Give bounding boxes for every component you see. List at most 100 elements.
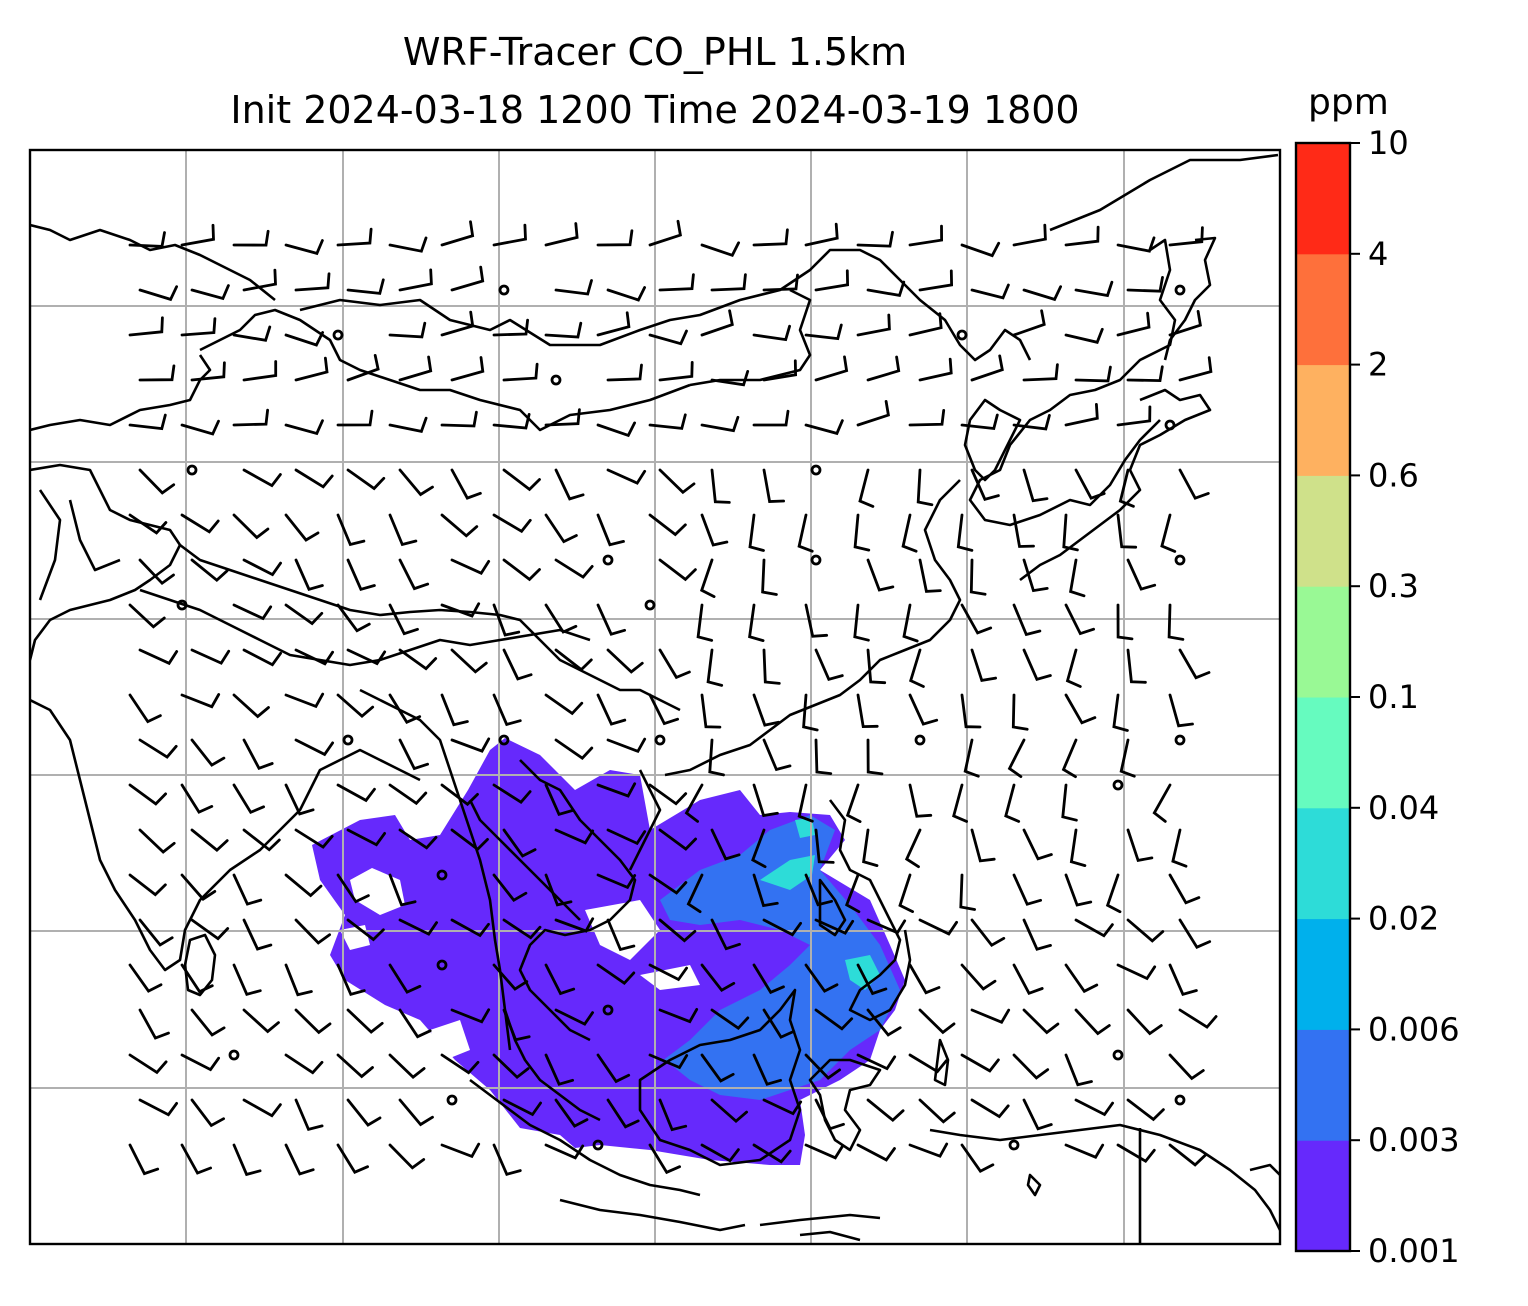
wind-barb: [336, 873, 370, 904]
wind-barb-calm: [1174, 284, 1186, 296]
wind-barb: [128, 231, 166, 248]
wind-barb: [242, 268, 277, 292]
wind-barb: [554, 738, 594, 761]
wind-barb: [492, 513, 532, 534]
wind-barb: [336, 603, 371, 633]
wind-barb: [492, 963, 529, 991]
wind-barb: [908, 312, 943, 337]
wind-barb: [128, 603, 166, 629]
colorbar-tick-label: 0.003: [1368, 1121, 1460, 1159]
wind-barb: [970, 828, 996, 863]
wind-barb: [180, 693, 221, 709]
wind-barb: [294, 356, 329, 382]
wind-barb: [856, 1053, 897, 1071]
wind-barb: [606, 648, 644, 674]
wind-barb-calm: [602, 554, 614, 566]
wind-barb: [346, 354, 380, 382]
wind-barb: [128, 783, 167, 806]
wind-barb-calm: [228, 1049, 240, 1061]
wind-barb: [710, 828, 741, 861]
wind-barb: [388, 783, 428, 806]
wind-barb: [762, 1098, 803, 1116]
wind-barb: [440, 1142, 481, 1159]
wind-barb: [596, 873, 637, 890]
wind-barb: [908, 693, 939, 726]
wind-barb: [970, 283, 1010, 300]
wind-barb: [440, 220, 475, 247]
wind-barb: [232, 325, 272, 342]
wind-barb: [804, 963, 839, 993]
wind-barb: [752, 963, 785, 995]
border-west-asia: [30, 463, 182, 661]
wind-barb: [388, 416, 428, 434]
wind-barb: [1012, 414, 1051, 431]
wind-barb: [904, 828, 922, 869]
wind-barb: [648, 513, 687, 537]
wind-barb: [284, 873, 323, 898]
wind-barb: [180, 783, 214, 814]
wind-barb: [388, 513, 418, 547]
wind-barb: [866, 355, 901, 382]
wind-barb: [440, 310, 475, 337]
wind-barb: [761, 558, 778, 596]
wind-barb: [180, 419, 220, 436]
wind-barb: [596, 963, 636, 986]
wind-barb: [544, 783, 574, 816]
wind-barb: [648, 783, 688, 806]
wind-barb: [232, 513, 270, 540]
wind-barb: [918, 1008, 956, 1035]
colorbar-tick-label: 10: [1368, 124, 1409, 162]
wind-barb: [284, 692, 325, 709]
colorbar-tick-label: 0.006: [1368, 1010, 1460, 1048]
wind-barb: [1126, 558, 1157, 591]
wind-barb: [1074, 1098, 1114, 1117]
wind-barb: [866, 1008, 902, 1037]
colorbar-segment: [1296, 475, 1350, 587]
wind-barb: [970, 1098, 1010, 1119]
coastline-vietnam: [468, 769, 662, 921]
wind-barb: [398, 918, 438, 936]
wind-barb: [1152, 783, 1172, 823]
map-frame: [28, 148, 1282, 1246]
wind-barb: [866, 648, 887, 685]
wind-barb: [180, 1143, 212, 1175]
wind-barb: [544, 1143, 585, 1160]
wind-barb: [1012, 963, 1044, 996]
wind-barb: [1022, 1098, 1053, 1131]
wind-barb: [1064, 327, 1104, 344]
wind-barb: [492, 1143, 522, 1176]
wind-barb: [284, 331, 324, 347]
wind-barb: [1061, 783, 1078, 822]
wind-barb: [284, 1143, 315, 1176]
wind-barb: [554, 279, 593, 296]
wind-barb: [804, 419, 844, 436]
wind-barb: [918, 357, 953, 382]
wind-barb-calm: [1174, 1094, 1186, 1106]
border-china-west: [179, 543, 681, 712]
wind-barb: [1112, 693, 1129, 732]
wind-barb: [1178, 468, 1210, 500]
wind-barb: [970, 918, 1006, 948]
wind-barb: [658, 361, 694, 382]
wind-barb: [596, 782, 637, 798]
wind-barb: [138, 828, 176, 854]
wind-barb: [684, 783, 704, 823]
wind-barb: [648, 329, 688, 346]
wind-barb-calm: [186, 464, 198, 476]
wind-barb: [232, 408, 269, 427]
wind-barb-calm: [810, 464, 822, 476]
wind-barb: [606, 1098, 640, 1129]
wind-barb: [700, 1053, 735, 1083]
border-himalaya: [139, 588, 591, 667]
wind-barb: [138, 364, 176, 382]
wind-barb: [1064, 403, 1099, 427]
wind-barb-calm: [176, 599, 188, 611]
wind-barb: [1065, 648, 1082, 688]
coastline-indochina: [518, 759, 637, 1042]
wind-barb: [1022, 363, 1059, 382]
wind-barb: [346, 468, 386, 491]
wind-barb: [398, 355, 433, 382]
wind-barb: [294, 648, 334, 666]
wind-barb: [544, 408, 581, 427]
wind-barb: [128, 1053, 168, 1075]
